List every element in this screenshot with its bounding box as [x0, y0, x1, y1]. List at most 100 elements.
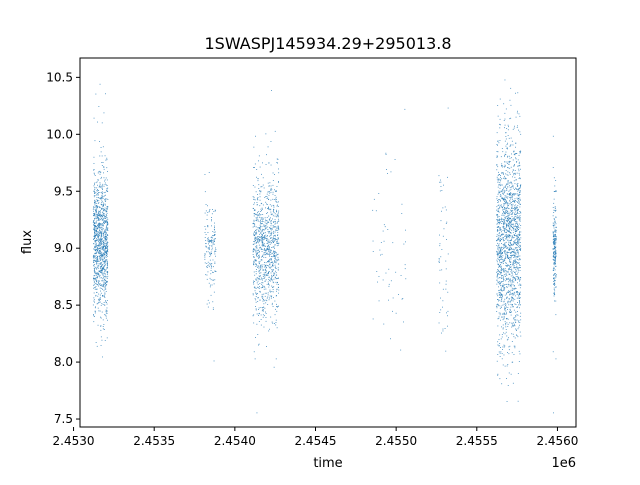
data-point [276, 162, 278, 163]
data-point [255, 233, 257, 234]
data-point [498, 226, 499, 227]
data-point [106, 247, 108, 249]
data-point [278, 228, 280, 230]
data-point [519, 292, 521, 294]
data-point [94, 202, 96, 204]
data-point [511, 210, 513, 212]
data-point [256, 220, 257, 222]
data-point [102, 247, 103, 249]
data-point [554, 239, 556, 241]
data-point [101, 231, 103, 232]
data-point [520, 249, 521, 251]
data-point [509, 311, 511, 313]
data-point [505, 275, 506, 277]
data-point [257, 211, 258, 213]
data-point [257, 293, 258, 294]
data-point [497, 303, 499, 305]
data-point [499, 187, 501, 189]
data-point [511, 289, 513, 291]
data-point [106, 188, 108, 189]
data-point [519, 115, 521, 117]
data-point [499, 240, 501, 242]
data-point [512, 300, 514, 302]
data-point [442, 235, 444, 237]
data-point [212, 279, 214, 281]
data-point [100, 269, 102, 271]
data-point [554, 224, 556, 226]
data-point [516, 306, 518, 308]
data-point [277, 225, 279, 227]
data-point [207, 225, 209, 226]
data-point [508, 346, 510, 348]
data-point [254, 163, 256, 165]
data-point [104, 276, 106, 278]
data-point [510, 293, 512, 295]
data-point [498, 211, 499, 212]
data-point [278, 212, 279, 214]
data-point [208, 243, 209, 245]
data-point [552, 236, 554, 237]
data-point [554, 238, 556, 239]
data-point [105, 253, 107, 255]
data-point [503, 244, 505, 246]
data-point [552, 232, 554, 233]
data-point [506, 265, 508, 267]
data-point [103, 210, 104, 211]
data-point [275, 324, 277, 326]
data-point [502, 263, 504, 264]
data-point [503, 271, 505, 273]
data-point [255, 229, 257, 231]
data-point [104, 248, 106, 250]
data-point [510, 278, 511, 280]
data-point [515, 267, 517, 269]
data-point [512, 297, 514, 299]
data-point [103, 223, 105, 224]
data-point [503, 301, 505, 303]
data-point [261, 186, 263, 188]
data-point [508, 278, 509, 280]
data-point [105, 200, 107, 202]
data-point [275, 201, 277, 203]
data-point [503, 251, 505, 252]
data-point [253, 249, 255, 250]
data-point [512, 171, 513, 173]
data-point [274, 264, 276, 266]
data-point [214, 231, 216, 233]
data-point [506, 225, 508, 226]
data-point [207, 271, 209, 273]
data-point [272, 218, 273, 220]
data-point [267, 275, 269, 276]
data-point [274, 323, 275, 324]
data-point [508, 268, 510, 270]
data-point [257, 277, 259, 279]
data-point [105, 235, 107, 237]
data-point [505, 184, 507, 186]
data-point [100, 262, 102, 264]
data-point [505, 270, 507, 272]
data-point [94, 228, 96, 230]
data-point [267, 197, 269, 199]
data-point [272, 184, 274, 186]
data-point [261, 221, 263, 222]
data-point [499, 183, 501, 185]
data-point [96, 263, 98, 265]
data-point [103, 266, 105, 268]
data-point [503, 223, 504, 225]
data-point [498, 249, 500, 251]
data-point [210, 251, 212, 253]
data-point [553, 177, 555, 179]
data-point [254, 209, 256, 211]
data-point [277, 232, 279, 233]
data-point [256, 204, 258, 206]
data-point [258, 315, 259, 316]
data-point [262, 241, 264, 243]
data-point [515, 214, 517, 215]
data-point [554, 300, 555, 302]
data-point [555, 229, 557, 231]
data-point [514, 347, 516, 349]
data-point [93, 314, 94, 315]
data-point [512, 227, 514, 228]
data-point [504, 268, 506, 270]
data-point [270, 185, 272, 187]
data-point [503, 203, 505, 205]
